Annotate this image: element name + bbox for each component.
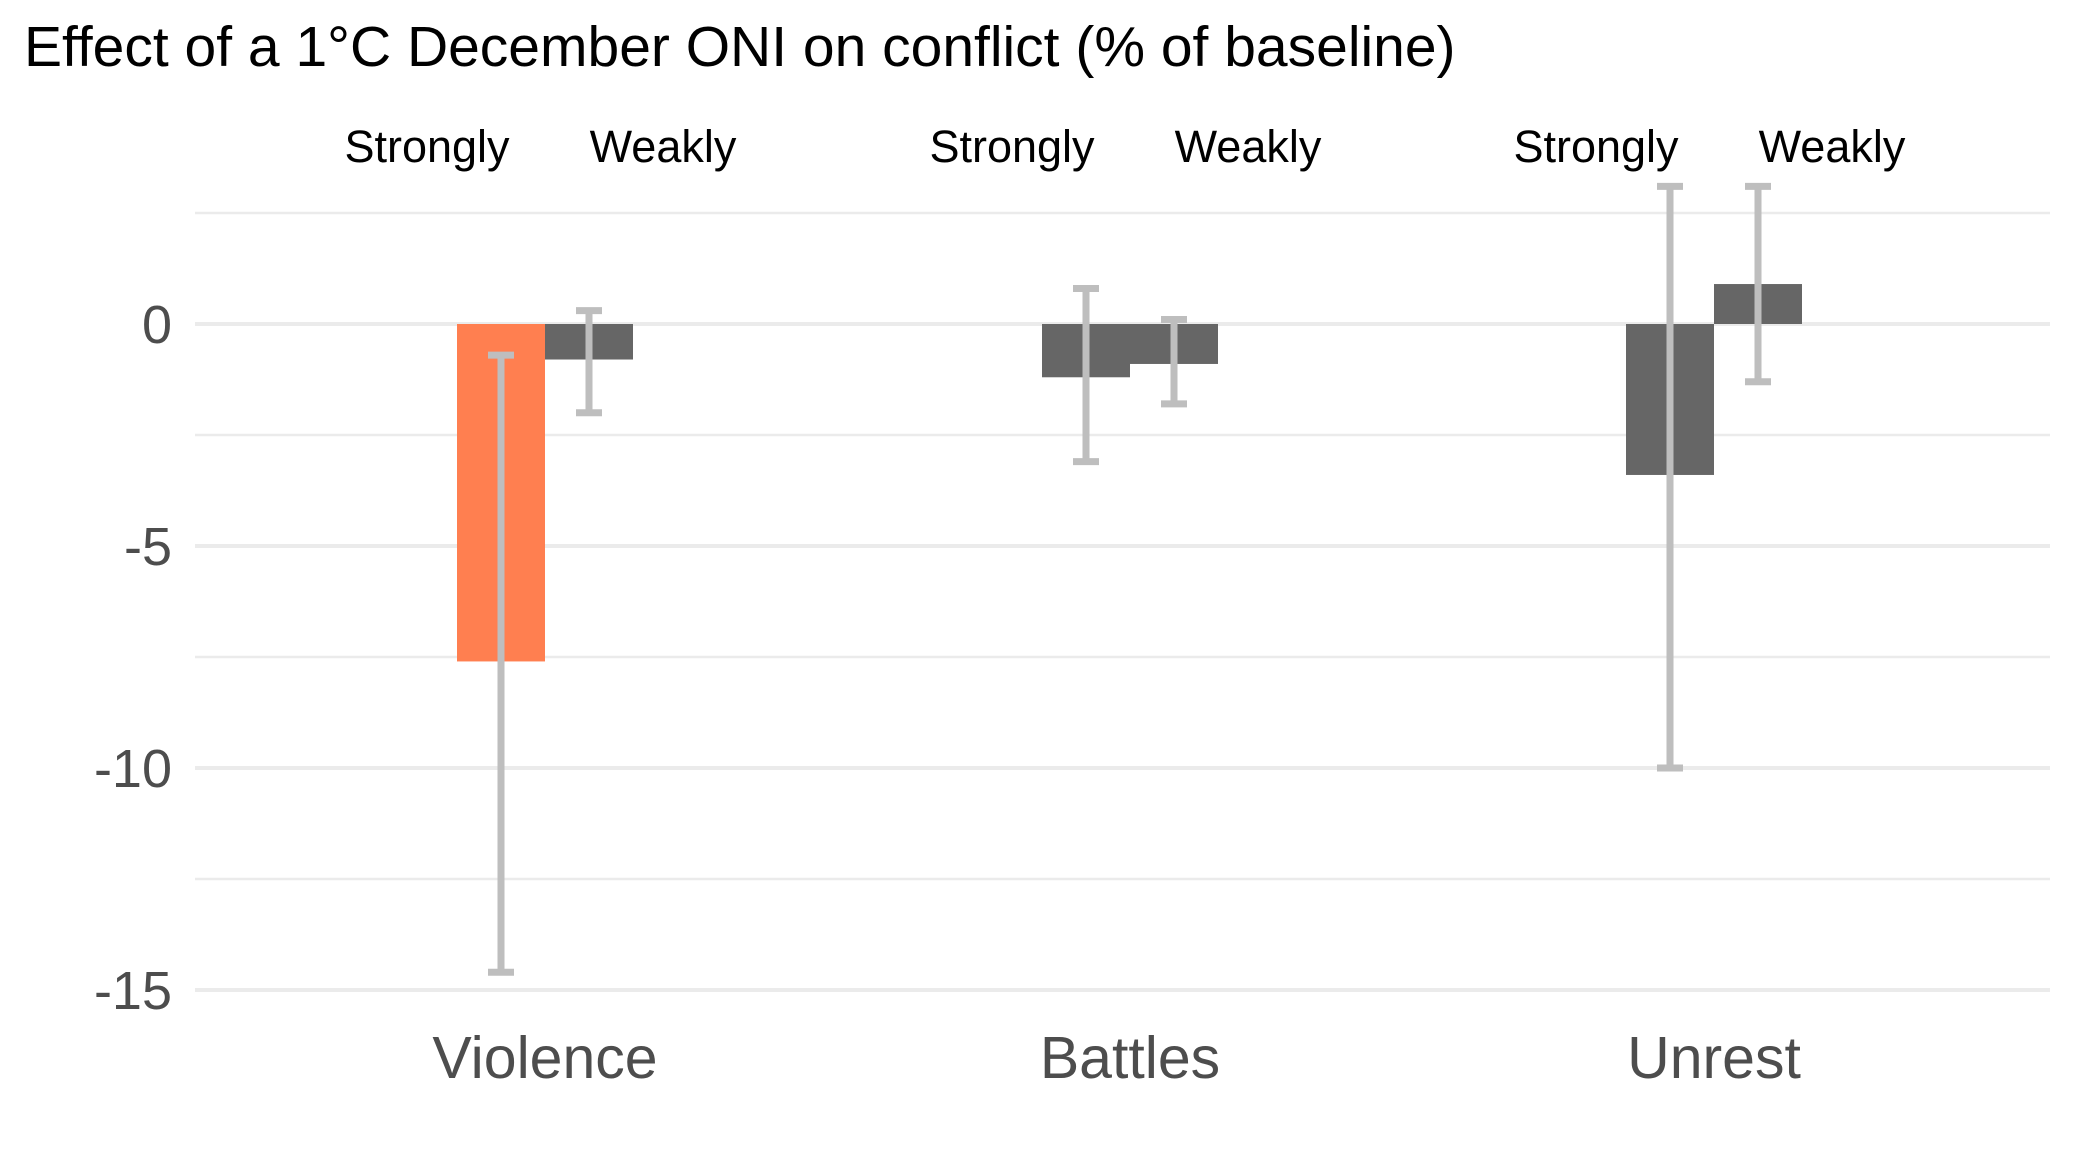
subgroup-label-strongly: Strongly <box>344 121 510 172</box>
y-tick-label: -15 <box>94 961 172 1021</box>
chart-title: Effect of a 1°C December ONI on conflict… <box>24 15 1456 79</box>
errorbar-battles-weakly <box>1161 316 1187 408</box>
subgroup-label-weakly: Weakly <box>1759 121 1906 172</box>
subgroup-labels: Strongly Weakly Strongly Weakly Strongly Weak… <box>344 121 1905 172</box>
subgroup-label-weakly: Weakly <box>590 121 737 172</box>
y-axis-ticks: 0 -5 -10 -15 <box>94 295 172 1021</box>
errorbar-unrest-strongly <box>1657 182 1683 772</box>
x-tick-label-battles: Battles <box>1040 1025 1220 1091</box>
x-tick-label-unrest: Unrest <box>1627 1025 1801 1091</box>
subgroup-label-strongly: Strongly <box>929 121 1095 172</box>
y-tick-label: 0 <box>142 295 172 355</box>
x-tick-label-violence: Violence <box>432 1025 657 1091</box>
errorbar-violence-weakly <box>576 307 602 417</box>
error-bars <box>488 182 1771 976</box>
bars <box>457 284 1802 662</box>
y-tick-label: -5 <box>124 517 172 577</box>
errorbar-battles-strongly <box>1073 284 1099 466</box>
subgroup-label-strongly: Strongly <box>1513 121 1679 172</box>
y-tick-label: -10 <box>94 739 172 799</box>
x-axis-ticks: Violence Battles Unrest <box>432 1025 1801 1091</box>
errorbar-violence-strongly <box>488 351 514 976</box>
errorbar-unrest-weakly <box>1745 182 1771 386</box>
subgroup-label-weakly: Weakly <box>1175 121 1322 172</box>
